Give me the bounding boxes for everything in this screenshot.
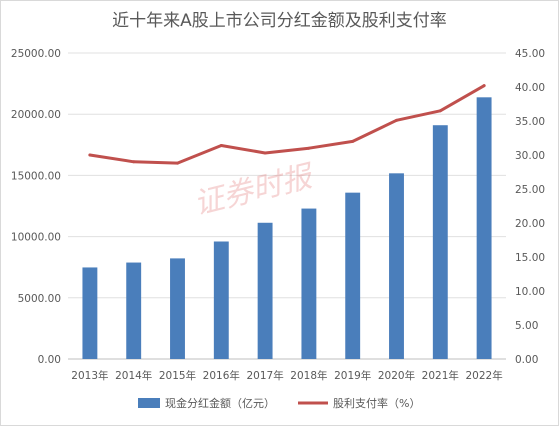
x-tick-label: 2018年 [290, 369, 327, 382]
y-right-tick-label: 40.00 [515, 82, 545, 94]
y-right-tick-label: 0.00 [515, 354, 538, 366]
y-right-tick-label: 10.00 [515, 286, 545, 298]
y-right-tick-label: 30.00 [515, 150, 545, 162]
y-right-tick-label: 15.00 [515, 252, 545, 264]
bar [432, 125, 448, 359]
y-right-tick-label: 45.00 [515, 48, 545, 60]
line-point [438, 109, 442, 113]
bar [345, 192, 361, 359]
bar [213, 241, 229, 359]
line-point [263, 151, 267, 155]
left-y-axis: 0.00 5000.00 10000.00 15000.00 20000.00 25000… [11, 48, 61, 366]
x-axis: 2013年 2014年 2015年 2016年 2017年 2018年 2019年 2020年… [71, 369, 502, 382]
y-left-tick-label: 15000.00 [11, 170, 61, 182]
y-left-tick-label: 5000.00 [18, 293, 61, 305]
bar [476, 97, 492, 359]
chart-title: 近十年来A股上市公司分红金额及股利支付率 [112, 11, 447, 31]
legend: 现金分红金额（亿元） 股利支付率（%） [138, 396, 420, 410]
legend-swatch-bar [138, 398, 160, 408]
bar-series [82, 97, 492, 359]
x-tick-label: 2017年 [246, 369, 283, 382]
bar [301, 208, 317, 359]
x-tick-label: 2014年 [115, 369, 152, 382]
y-left-tick-label: 0.00 [38, 354, 61, 366]
y-left-tick-label: 25000.00 [11, 48, 61, 60]
y-right-tick-label: 20.00 [515, 218, 545, 230]
x-tick-label: 2021年 [422, 369, 459, 382]
legend-label-line: 股利支付率（%） [333, 396, 420, 410]
x-tick-label: 2022年 [465, 369, 502, 382]
line-point [132, 160, 136, 164]
y-right-tick-label: 5.00 [515, 320, 538, 332]
x-tick-label: 2019年 [334, 369, 371, 382]
bar [126, 262, 142, 359]
bar [389, 173, 404, 359]
line-path [88, 84, 486, 165]
line-point [176, 161, 179, 165]
x-tick-label: 2020年 [378, 369, 415, 382]
watermark: 证券时报 [190, 159, 318, 223]
x-tick-label: 2015年 [159, 369, 196, 382]
x-tick-label: 2013年 [71, 369, 108, 382]
line-point [482, 84, 486, 88]
line-point [351, 139, 355, 143]
line-point [88, 153, 92, 157]
bar [170, 258, 185, 359]
line-series [88, 84, 486, 165]
legend-label-bar: 现金分红金额（亿元） [165, 396, 275, 410]
x-tick-label: 2016年 [203, 369, 240, 382]
bar [257, 222, 273, 359]
line-point [395, 118, 398, 122]
bar [82, 267, 98, 359]
y-left-tick-label: 10000.00 [11, 232, 61, 244]
line-point [219, 143, 223, 147]
y-left-tick-label: 20000.00 [11, 109, 61, 121]
y-right-tick-label: 35.00 [515, 116, 545, 128]
right-y-axis: 0.00 5.00 10.00 15.00 20.00 25.00 30.00 35.00 40… [515, 48, 545, 366]
y-right-tick-label: 25.00 [515, 184, 545, 196]
line-point [307, 146, 311, 150]
